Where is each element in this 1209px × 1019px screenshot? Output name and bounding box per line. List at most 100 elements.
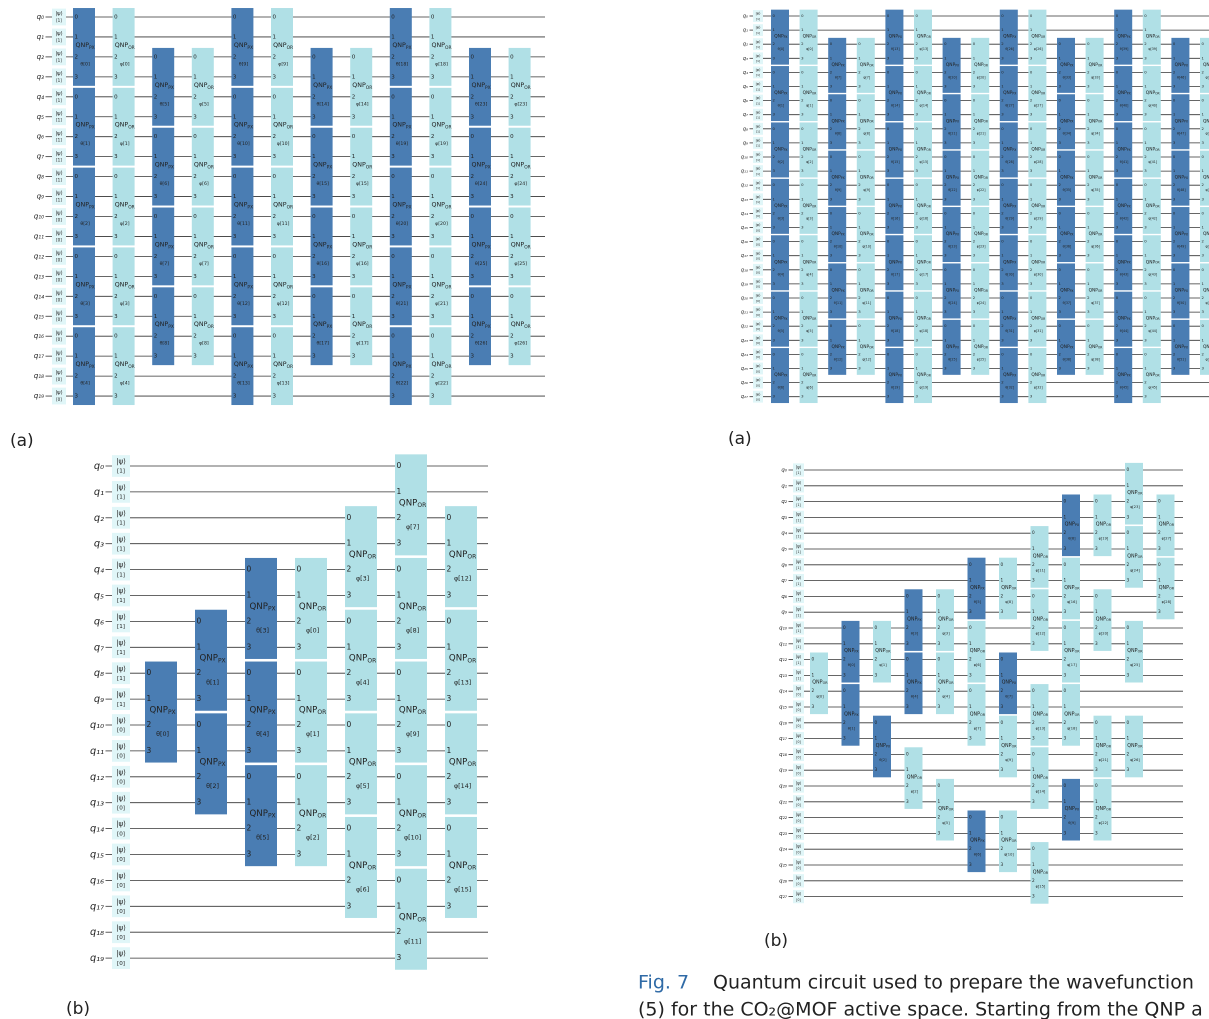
gate-port: 3 [347, 694, 352, 703]
init-state: |ψ⟩ [755, 280, 761, 284]
gate-param: θ[14] [891, 104, 900, 108]
gate-name-sub: OR [1012, 839, 1018, 843]
gate-port: 0 [1158, 499, 1161, 504]
gate-name-sub: PX [898, 91, 902, 95]
gate-param: φ[47] [1206, 132, 1209, 136]
gate-port: 0 [1095, 783, 1098, 788]
gate-port: 3 [969, 736, 972, 741]
gate-port: 3 [75, 74, 79, 80]
gate-param: φ[1] [806, 104, 813, 108]
gate-name: QNPPX [1060, 174, 1073, 180]
gate-port: 2 [193, 174, 197, 180]
gate-name-main: QNP [1089, 287, 1099, 293]
gate-param: φ[12] [277, 301, 290, 307]
gate-name-main: QNP [1064, 584, 1074, 590]
gate-name-sub: OR [524, 164, 531, 170]
init-value: [1] [796, 534, 800, 538]
gate-port: 1 [471, 314, 475, 320]
qubit-label: q₁₈ [741, 267, 748, 273]
gate-param: φ[27] [1034, 104, 1043, 108]
gate-name-main: QNP [1117, 372, 1127, 378]
gate-port: 2 [312, 334, 316, 340]
gate-name-sub: PX [898, 317, 902, 321]
init-state: |ψ⟩ [755, 167, 761, 171]
qubit-label: q₁₀ [741, 155, 748, 161]
gate-name-sub: PX [854, 713, 859, 717]
gate-port: 3 [193, 274, 197, 280]
gate-name: QNPPX [831, 174, 844, 180]
qubit-label: q₁₁ [779, 641, 787, 647]
gate-name-main: QNP [1203, 174, 1209, 180]
qubit-label: q₁₈ [34, 371, 44, 380]
gate-port: 0 [1032, 530, 1035, 535]
init-value: [1] [796, 566, 800, 570]
gate-port: 3 [312, 274, 316, 280]
gate-name-sub: PX [247, 204, 253, 210]
init-state: |ψ⟩ [755, 195, 761, 199]
gate-port: 3 [510, 194, 514, 200]
gate-name-sub: PX [1012, 35, 1016, 39]
gate-port: 2 [114, 54, 118, 60]
gate-port: 2 [312, 174, 316, 180]
gate-param: φ[24] [514, 181, 527, 187]
gate-name-main: QNP [200, 757, 218, 767]
gate-port: 1 [114, 274, 118, 280]
gate-port: 0 [75, 15, 79, 21]
gate-name-main: QNP [974, 174, 984, 180]
init-value: [1] [796, 645, 800, 649]
gate-name-sub: OR [367, 864, 376, 871]
gate-name-sub: PX [485, 84, 491, 90]
gate-name-main: QNP [1146, 33, 1156, 39]
gate-port: 3 [843, 736, 846, 741]
gate-param: φ[12] [862, 357, 871, 361]
qubit-label: q₆ [781, 562, 787, 568]
gate-name-main: QNP [1127, 490, 1137, 496]
gate-port: 2 [154, 94, 158, 100]
gate-port: 1 [233, 114, 237, 120]
gate-name-sub: PX [327, 324, 333, 330]
qubit-label: q₂ [743, 42, 748, 48]
gate-param: φ[11] [404, 937, 421, 945]
gate-port: 3 [431, 234, 435, 240]
gate-port: 3 [1001, 609, 1004, 614]
init-state: |ψ⟩ [796, 480, 802, 485]
gate-name-main: QNP [946, 231, 956, 237]
gate-param: θ[9] [835, 188, 842, 192]
gate-port: 2 [75, 214, 79, 220]
gate-name-main: QNP [1117, 33, 1127, 39]
gate-port: 0 [114, 94, 118, 100]
gate-param: θ[16] [891, 216, 900, 220]
gate-name-sub: OR [445, 124, 452, 130]
init-value: [0] [56, 217, 62, 222]
gate-port: 0 [233, 334, 237, 340]
gate-name-main: QNP [472, 241, 486, 248]
gate-name-main: QNP [299, 705, 317, 715]
gate-name-main: QNP [313, 82, 327, 89]
gate-name: QNPOR [1089, 118, 1104, 124]
gate-port: 2 [391, 134, 395, 140]
qubit-label: q₁₅ [741, 225, 748, 231]
gate-name-main: QNP [889, 90, 899, 96]
qubit-label: q₉ [94, 694, 104, 705]
gate-name-sub: PX [247, 124, 253, 130]
gate-port: 3 [352, 354, 356, 360]
gate-port: 0 [193, 134, 197, 140]
gate-name-main: QNP [1060, 343, 1070, 349]
gate-port: 1 [812, 672, 815, 677]
gate-port: 3 [1095, 641, 1098, 646]
gate-name-main: QNP [917, 33, 927, 39]
gate-port: 1 [154, 74, 158, 80]
gate-name-sub: PX [327, 244, 333, 250]
init-state: |ψ⟩ [116, 664, 126, 673]
gate-port: 3 [938, 641, 941, 646]
gate-port: 1 [154, 314, 158, 320]
gate-port: 3 [75, 394, 79, 400]
gate-port: 0 [312, 54, 316, 60]
gate-name: QNPOR [803, 372, 818, 378]
gate-name-main: QNP [938, 616, 948, 622]
gate-port: 0 [812, 657, 815, 662]
init-value: [1] [756, 45, 760, 49]
circuit: q₀|ψ⟩[1]q₁|ψ⟩[1]q₂|ψ⟩[1]q₃|ψ⟩[1]q₄|ψ⟩[1]… [34, 8, 545, 405]
gate-port: 0 [391, 334, 395, 340]
gate-port: 0 [273, 94, 277, 100]
